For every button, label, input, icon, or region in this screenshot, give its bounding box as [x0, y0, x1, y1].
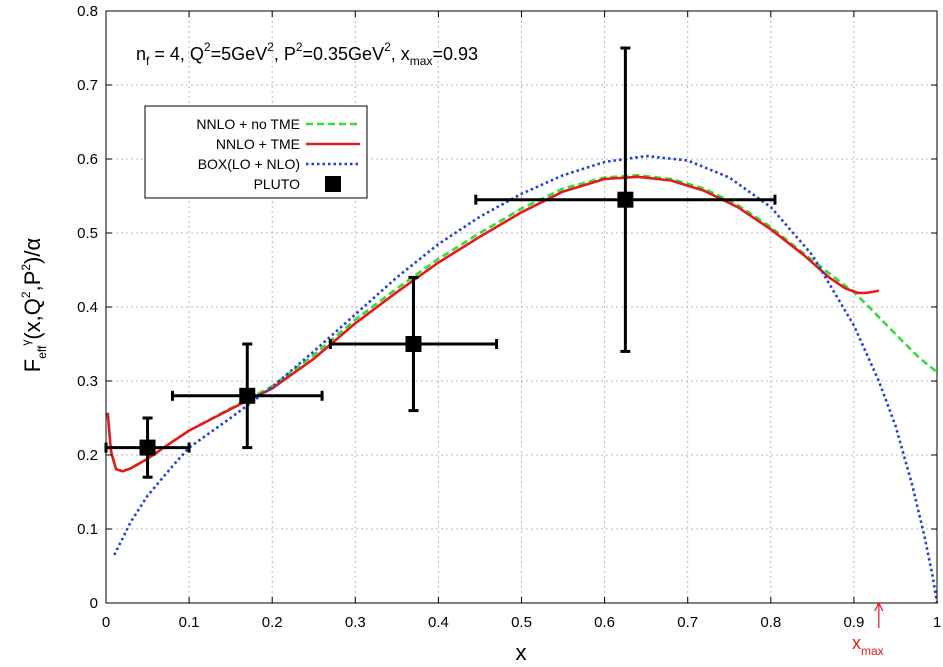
x-tick-label: 0.4 — [428, 614, 449, 631]
y-title-rest2-sup: 2 — [19, 264, 33, 271]
x-tick-label: 0.2 — [262, 614, 283, 631]
y-tick-label: 0.1 — [77, 521, 98, 538]
xmax-label: xmax — [852, 633, 884, 658]
x-tick-label: 1 — [933, 614, 941, 631]
x-axis-title: x — [516, 640, 527, 665]
annotation-part: =5GeV — [211, 44, 268, 64]
y-axis-title: Feffγ(x,Q2,P2)/α — [19, 237, 49, 372]
annotation-part: 2 — [267, 40, 274, 54]
x-tick-label: 0.5 — [511, 614, 532, 631]
annotation-part: =0.35GeV — [303, 44, 385, 64]
annotation-part: 2 — [384, 40, 391, 54]
y-title-rest1-sup: 2 — [19, 291, 33, 298]
data-point — [139, 439, 156, 456]
x-tick-label: 0.8 — [760, 614, 781, 631]
y-tick-label: 0 — [90, 595, 98, 612]
legend-swatch — [325, 176, 341, 192]
y-tick-label: 0.3 — [77, 373, 98, 390]
annotation-part: f — [146, 54, 150, 68]
x-tick-label: 0.7 — [677, 614, 698, 631]
grid — [106, 11, 937, 603]
xmax-arrow-head — [874, 601, 884, 612]
series-layer — [106, 154, 939, 604]
annotation-part: 2 — [296, 40, 303, 54]
chart-annotation: nf = 4, Q2=5GeV2, P2=0.35GeV2, xmax=0.93 — [136, 40, 478, 68]
series-line-1 — [106, 175, 880, 473]
legend-label: BOX(LO + NLO) — [198, 156, 300, 172]
data-point — [405, 336, 422, 352]
y-tick-label: 0.2 — [77, 447, 98, 464]
annotation-part: , P — [274, 44, 296, 64]
y-tick-label: 0.4 — [77, 299, 98, 316]
annotation-part: max — [410, 54, 433, 68]
x-tick-label: 0.1 — [179, 614, 200, 631]
x-tick-label: 0.6 — [594, 614, 615, 631]
series-line-2 — [113, 154, 939, 604]
annotation-part: , x — [391, 44, 410, 64]
y-title-rest2: ,P — [20, 271, 45, 292]
annotation-part: n — [136, 44, 146, 64]
y-title-sup: γ — [19, 340, 33, 346]
annotation-part: 2 — [204, 40, 211, 54]
data-point — [239, 387, 256, 404]
ticks: 0 0.1 0.2 0.3 0.4 0.5 0.6 0.7 0.8 0.9 1 0 0.1 0.2 0.3 0… — [77, 3, 941, 631]
y-title-rest3: )/α — [20, 237, 45, 263]
x-tick-label: 0.3 — [345, 614, 366, 631]
x-tick-label: 0.9 — [843, 614, 864, 631]
y-title-base: F — [20, 359, 45, 372]
annotation-part: = 4, Q — [149, 44, 204, 64]
y-tick-label: 0.8 — [77, 3, 98, 20]
y-tick-label: 0.6 — [77, 151, 98, 168]
y-tick-label: 0.5 — [77, 225, 98, 242]
legend: NNLO + no TME NNLO + TME BOX(LO + NLO) PLUT… — [144, 105, 368, 199]
series-line-0 — [106, 174, 938, 473]
y-title-rest1: (x,Q — [20, 298, 45, 340]
data-points — [104, 46, 777, 479]
legend-label: PLUTO — [254, 176, 301, 192]
legend-label: NNLO + TME — [216, 136, 300, 152]
xmax-marker: xmax — [852, 601, 884, 658]
legend-label: NNLO + no TME — [196, 116, 300, 132]
annotation-part: =0.93 — [432, 44, 478, 64]
data-point — [617, 191, 634, 208]
y-tick-label: 0.7 — [77, 77, 98, 94]
y-title-sub: eff — [35, 345, 49, 359]
x-tick-label: 0 — [102, 614, 110, 631]
